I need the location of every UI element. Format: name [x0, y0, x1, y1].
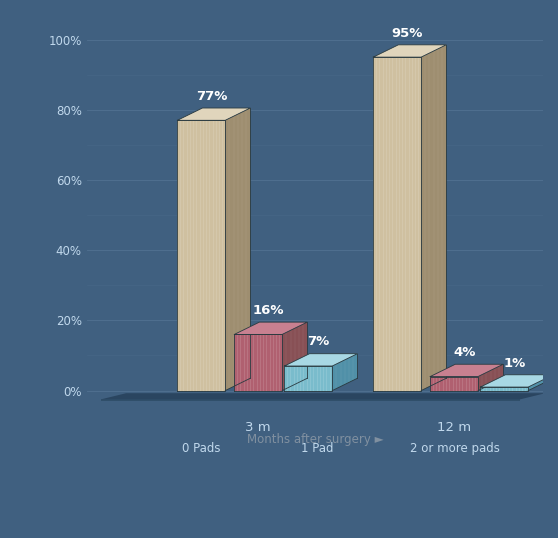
- Polygon shape: [478, 364, 503, 391]
- Text: 1%: 1%: [503, 357, 526, 370]
- Polygon shape: [480, 387, 528, 391]
- Polygon shape: [361, 438, 386, 459]
- Polygon shape: [373, 57, 421, 391]
- Polygon shape: [133, 438, 158, 459]
- Text: 77%: 77%: [196, 90, 227, 103]
- Polygon shape: [430, 377, 478, 391]
- Polygon shape: [333, 353, 357, 391]
- Text: 4%: 4%: [453, 346, 475, 359]
- Text: 1 Pad: 1 Pad: [301, 442, 333, 455]
- Polygon shape: [528, 375, 553, 391]
- Polygon shape: [225, 108, 251, 391]
- Polygon shape: [234, 335, 282, 391]
- Polygon shape: [177, 121, 225, 391]
- Polygon shape: [158, 431, 171, 459]
- Polygon shape: [421, 45, 446, 391]
- Polygon shape: [480, 375, 553, 387]
- Polygon shape: [430, 364, 503, 377]
- Polygon shape: [133, 431, 171, 438]
- Polygon shape: [101, 393, 545, 399]
- Polygon shape: [361, 431, 398, 438]
- Polygon shape: [234, 322, 307, 335]
- Polygon shape: [285, 366, 333, 391]
- Polygon shape: [252, 438, 276, 459]
- Polygon shape: [386, 431, 398, 459]
- Polygon shape: [276, 431, 289, 459]
- Polygon shape: [177, 108, 251, 121]
- Polygon shape: [285, 353, 357, 366]
- Text: Months after surgery ►: Months after surgery ►: [247, 433, 383, 445]
- Polygon shape: [252, 431, 289, 438]
- Polygon shape: [101, 399, 520, 408]
- Polygon shape: [282, 322, 307, 391]
- Text: 0 Pads: 0 Pads: [182, 442, 220, 455]
- Text: 2 or more pads: 2 or more pads: [410, 442, 500, 455]
- Text: 95%: 95%: [392, 26, 423, 40]
- Polygon shape: [373, 45, 446, 57]
- Text: 16%: 16%: [253, 304, 284, 317]
- Text: 7%: 7%: [307, 336, 330, 349]
